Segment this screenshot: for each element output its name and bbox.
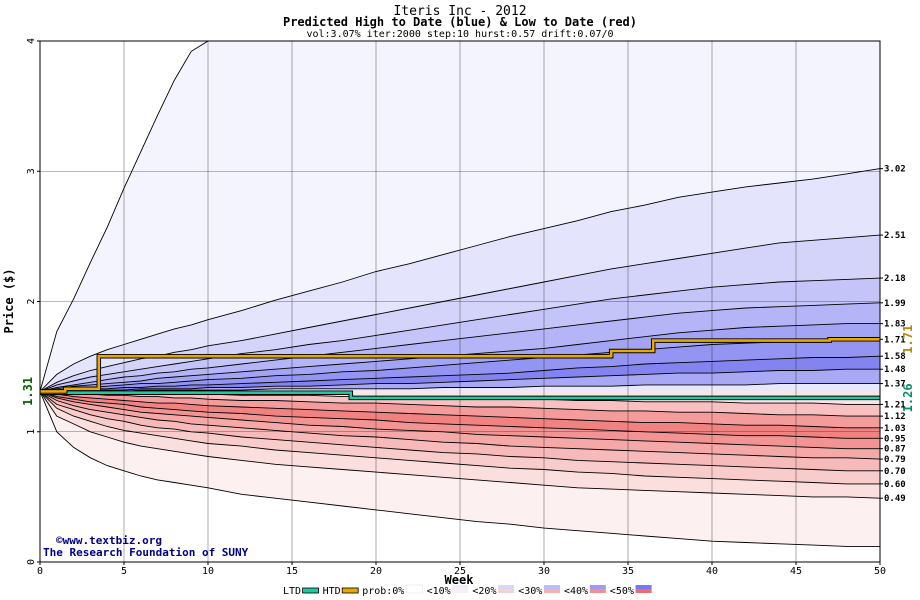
lower-band-8-line	[39, 390, 880, 417]
right-label-8: 1.37	[884, 380, 906, 390]
y-tick-label-4: 4	[26, 38, 37, 44]
y-tick-label-2: 2	[26, 298, 37, 304]
x-tick-label-50: 50	[874, 566, 886, 577]
y-axis-ticks: 0 1 2 3 4	[26, 38, 40, 565]
right-label-15: 0.70	[884, 467, 906, 477]
right-label-14: 0.79	[884, 455, 906, 465]
legend-label-1: HTD	[323, 586, 341, 597]
lower-band-5-line	[39, 390, 880, 450]
ltd-line	[40, 391, 880, 400]
credit-url-text: www.textbiz.org	[63, 534, 162, 547]
upper-band-4-line	[39, 302, 881, 392]
lower-fill-5	[40, 391, 880, 449]
legend-swatch-1	[341, 587, 359, 594]
right-label-6: 1.58	[884, 352, 906, 362]
upper-fill-8	[40, 369, 880, 392]
right-label-11: 1.03	[884, 424, 906, 434]
legend-swatch-2	[406, 584, 423, 594]
start-value-label: 1.31	[21, 377, 35, 406]
x-tick-label-10: 10	[202, 566, 214, 577]
legend-swatch-0	[302, 587, 320, 594]
legend: LTD HTD prob:0% <10% <20% <30% <40% <50%	[283, 584, 652, 597]
upper-band-3-line	[39, 277, 881, 392]
legend-swatch-top-3	[452, 585, 469, 589]
y-tick-label-0: 0	[26, 559, 37, 565]
right-label-1: 2.51	[884, 231, 906, 241]
right-label-17: 0.49	[884, 494, 906, 504]
x-tick-label-30: 30	[538, 566, 550, 577]
right-label-9: 1.21	[884, 400, 906, 410]
legend-label-5: <30%	[518, 586, 542, 597]
x-tick-label-20: 20	[370, 566, 382, 577]
credit-url: ©www.textbiz.org	[56, 534, 162, 547]
legend-label-2: prob:0%	[362, 586, 404, 597]
legend-swatch-6	[589, 589, 606, 593]
upper-band-1-line	[39, 168, 881, 392]
series-lines	[40, 337, 880, 401]
y-axis-label: Price ($)	[2, 268, 16, 333]
legend-swatch-5	[544, 589, 560, 593]
right-label-2: 2.18	[884, 274, 906, 284]
legend-swatch-top-4	[498, 585, 515, 589]
legend-label-7: <50%	[610, 586, 634, 597]
right-label-12: 0.95	[884, 434, 906, 444]
legend-label-0: LTD	[283, 586, 301, 597]
legend-swatch-top-5	[544, 585, 560, 589]
lower-band-0-line	[39, 391, 880, 547]
right-label-7: 1.48	[884, 365, 906, 375]
lower-band-2-line	[39, 391, 880, 485]
right-label-16: 0.60	[884, 480, 906, 490]
right-label-3: 1.99	[884, 299, 906, 309]
lower-band-7-line	[39, 390, 880, 429]
upper-band-2-line	[39, 234, 881, 392]
right-label-0: 3.02	[884, 165, 906, 175]
x-tick-label-0: 0	[37, 566, 43, 577]
legend-swatch-7	[635, 589, 652, 593]
copyright-icon: ©	[56, 534, 63, 547]
lower-fill-0	[40, 391, 880, 547]
lower-band-3-line	[39, 391, 880, 472]
chart-params: vol:3.07% iter:2000 step:10 hurst:0.57 d…	[306, 29, 613, 40]
right-label-13: 0.87	[884, 445, 906, 455]
ltd-final-label: 1.26	[901, 383, 915, 412]
lower-band-6-line	[39, 390, 880, 439]
x-tick-label-45: 45	[790, 566, 802, 577]
legend-label-3: <10%	[427, 586, 451, 597]
grid-lines	[40, 41, 880, 562]
upper-band-5-line	[39, 323, 880, 392]
legend-swatch-top-6	[589, 585, 606, 589]
y-tick-label-3: 3	[26, 168, 37, 174]
chart-title: Iteris Inc - 2012	[393, 4, 526, 19]
x-tick-label-40: 40	[706, 566, 718, 577]
upper-fill-7	[40, 356, 880, 392]
upper-band-6-line	[39, 338, 881, 392]
htd-final-label: 1.71	[901, 325, 915, 354]
legend-label-6: <40%	[564, 586, 588, 597]
right-label-4: 1.83	[884, 320, 906, 330]
x-tick-label-35: 35	[622, 566, 634, 577]
x-axis-label: Week	[445, 573, 475, 587]
upper-band-7-line	[39, 355, 881, 392]
credit-org: The Research Foundation of SUNY	[43, 546, 249, 559]
y-tick-label-1: 1	[26, 429, 37, 435]
legend-label-4: <20%	[472, 586, 496, 597]
lower-fill-6	[40, 391, 880, 439]
legend-swatch-4	[498, 589, 515, 593]
lower-band-4-line	[39, 391, 881, 460]
upper-band-8-line	[40, 368, 880, 392]
legend-swatch-top-7	[635, 585, 652, 589]
right-value-labels: 3.02 2.51 2.18 1.99 1.83 1.71 1.58 1.48 1.37 1.21…	[880, 165, 906, 504]
right-label-5: 1.71	[884, 335, 906, 345]
x-axis-ticks: 0 5 10 15 20 25 30 35 40 45 50	[37, 562, 886, 577]
x-tick-label-25: 25	[454, 566, 466, 577]
lower-band-1-line	[39, 391, 881, 499]
x-tick-label-15: 15	[286, 566, 298, 577]
right-label-10: 1.12	[884, 412, 906, 422]
x-tick-label-5: 5	[121, 566, 127, 577]
htd-line	[40, 337, 880, 393]
chart-subtitle: Predicted High to Date (blue) & Low to D…	[283, 15, 637, 29]
legend-swatch-3	[452, 589, 469, 593]
